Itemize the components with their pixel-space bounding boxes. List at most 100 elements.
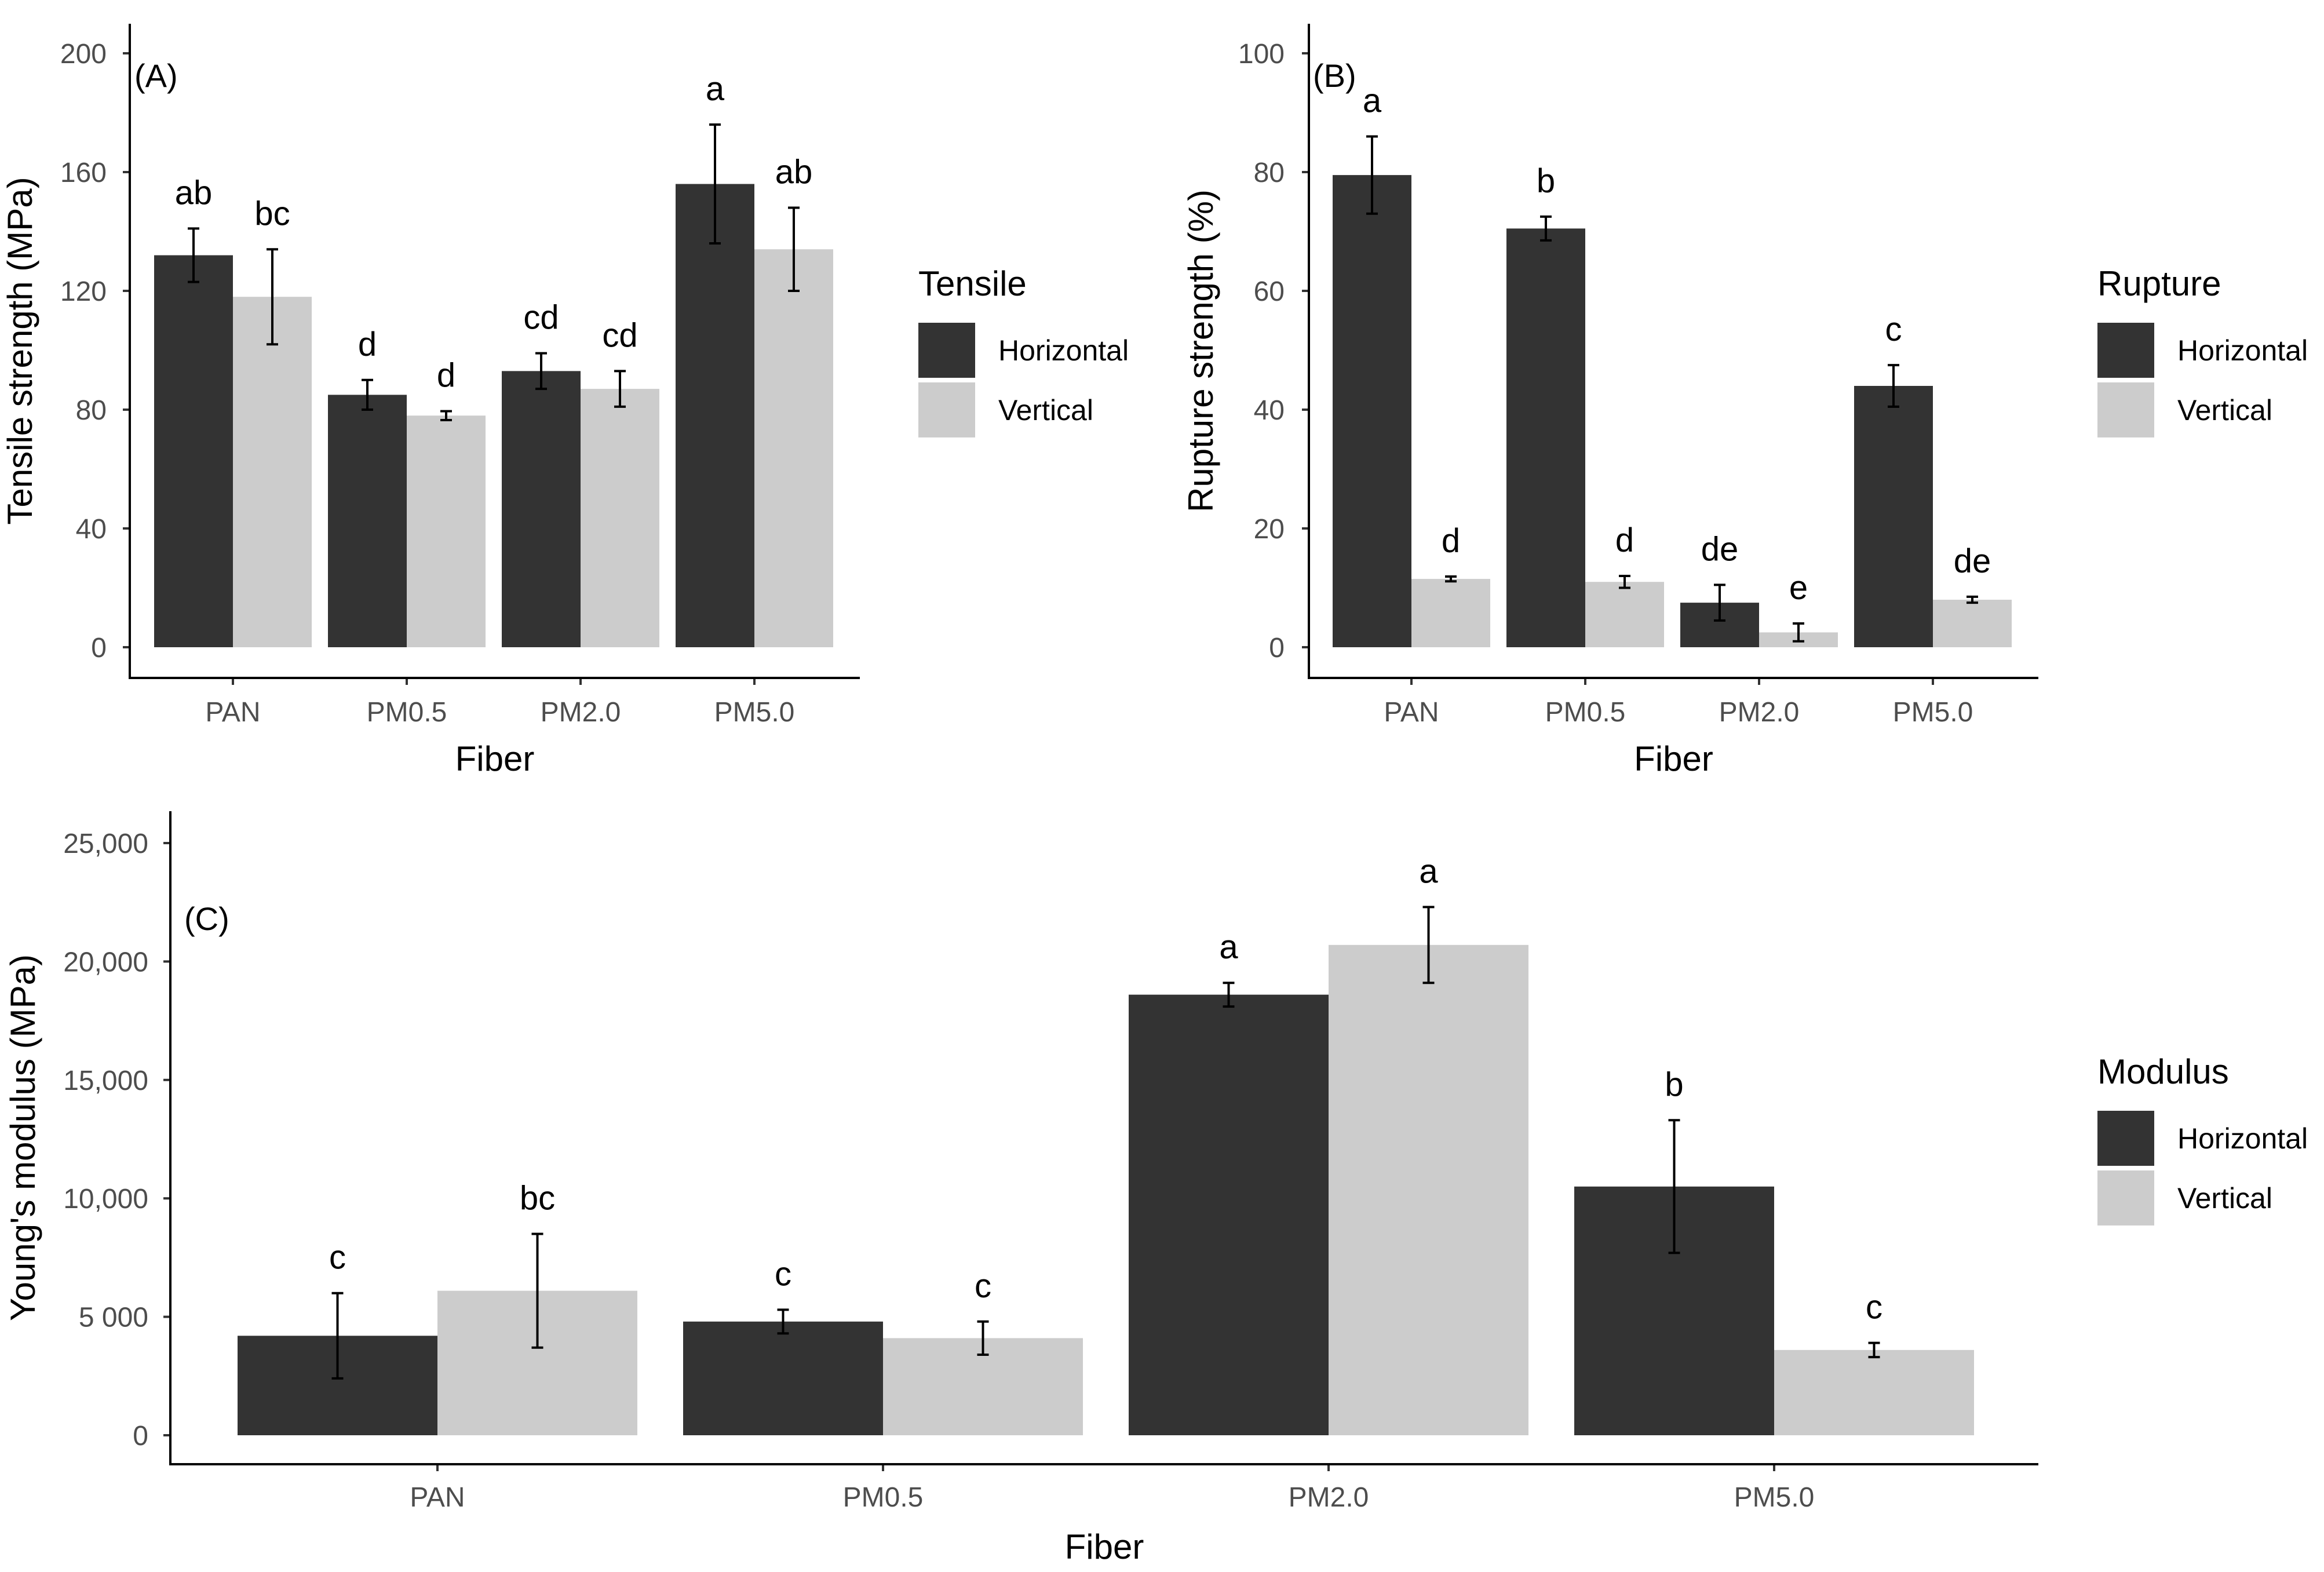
error-bar xyxy=(331,1292,344,1380)
bar-horizontal-pan xyxy=(154,255,233,647)
bar-horizontal-pm50 xyxy=(676,184,754,647)
x-axis-title: Fiber xyxy=(1065,1527,1144,1566)
error-bar xyxy=(1714,583,1725,622)
y-tick-label: 0 xyxy=(133,1421,148,1451)
y-axis-title: Rupture strength (%) xyxy=(1181,189,1220,512)
y-axis-title: Young's modulus (MPa) xyxy=(3,954,42,1321)
x-tick-label: PAN xyxy=(205,697,260,728)
x-tick-label: PM2.0 xyxy=(1289,1482,1369,1513)
bar-horizontal-pm20 xyxy=(1129,994,1329,1435)
error-bar xyxy=(1422,906,1435,984)
significance-letter: c xyxy=(775,1255,791,1293)
significance-letter: b xyxy=(1665,1066,1683,1103)
significance-letter: cd xyxy=(602,316,637,354)
significance-letter: c xyxy=(329,1239,346,1276)
y-tick-label: 40 xyxy=(76,514,107,545)
significance-letter: b xyxy=(1537,162,1555,200)
x-tick-label: PM0.5 xyxy=(843,1482,924,1513)
legend-label: Horizontal xyxy=(2177,334,2308,367)
bar-horizontal-pm05 xyxy=(683,1321,883,1435)
legend-label: Vertical xyxy=(998,394,1093,426)
legend-label: Vertical xyxy=(2177,394,2272,426)
error-bar xyxy=(531,1232,543,1349)
bar-horizontal-pm05 xyxy=(1506,228,1585,647)
bar-vertical-pan xyxy=(233,297,312,647)
significance-letter: a xyxy=(1419,852,1438,890)
y-tick-label: 40 xyxy=(1254,395,1285,426)
significance-letter: c xyxy=(975,1267,991,1305)
legend-title: Tensile xyxy=(918,264,1027,303)
y-tick-label: 0 xyxy=(1269,633,1285,663)
y-tick-label: 200 xyxy=(60,39,107,70)
significance-letter: d xyxy=(437,357,455,395)
y-tick-label: 100 xyxy=(1238,39,1285,70)
error-bar xyxy=(1668,1119,1680,1254)
significance-letter: d xyxy=(1615,521,1634,559)
significance-letter: bc xyxy=(254,195,290,232)
significance-letter: ab xyxy=(175,174,213,211)
bar-horizontal-pan xyxy=(1333,175,1411,647)
x-tick-label: PM2.0 xyxy=(541,697,621,728)
error-bar xyxy=(1223,982,1235,1008)
y-tick-label: 80 xyxy=(1254,158,1285,188)
y-tick-label: 20,000 xyxy=(63,947,148,978)
error-bar xyxy=(188,227,199,283)
error-bar xyxy=(1366,135,1378,215)
x-tick-label: PM0.5 xyxy=(1545,697,1626,728)
error-bar xyxy=(1793,622,1804,643)
bar-vertical-pm05 xyxy=(407,415,486,647)
significance-letter: c xyxy=(1866,1289,1882,1326)
error-bar xyxy=(709,123,721,245)
legend-key-horizontal xyxy=(2097,1111,2154,1166)
legend-key-horizontal xyxy=(918,323,975,378)
x-axis-title: Fiber xyxy=(455,739,535,778)
y-tick-label: 5 000 xyxy=(79,1303,148,1333)
significance-letter: a xyxy=(1219,928,1238,966)
chart-panel-1: 0 40 80 120 160 200 ab bc PAN d d PM0.5 cd cd PM2.0 a ab… xyxy=(1,24,1129,778)
significance-letter: a xyxy=(1363,82,1382,120)
bar-horizontal-pm05 xyxy=(328,395,407,647)
x-tick-label: PM0.5 xyxy=(367,697,447,728)
bar-vertical-pm20 xyxy=(1329,944,1528,1435)
bar-vertical-pm50 xyxy=(1933,600,2012,647)
legend: Rupture Horizontal Vertical xyxy=(2097,264,2308,437)
panel-tag: (C) xyxy=(184,900,229,937)
error-bar xyxy=(535,352,547,391)
significance-letter: d xyxy=(358,326,377,363)
significance-letter: de xyxy=(1701,530,1739,568)
bar-vertical-pm20 xyxy=(581,389,659,647)
x-axis-title: Fiber xyxy=(1634,739,1713,778)
x-tick-label: PAN xyxy=(410,1482,465,1513)
legend-label: Horizontal xyxy=(2177,1122,2308,1155)
legend-title: Modulus xyxy=(2097,1052,2229,1091)
error-bar xyxy=(1888,364,1899,408)
legend-label: Vertical xyxy=(2177,1182,2272,1214)
y-tick-label: 15,000 xyxy=(63,1066,148,1096)
legend-key-vertical xyxy=(2097,382,2154,437)
significance-letter: ab xyxy=(775,154,813,191)
legend-key-vertical xyxy=(918,382,975,437)
error-bar xyxy=(1540,215,1552,242)
legend: Modulus Horizontal Vertical xyxy=(2097,1052,2308,1225)
bar-horizontal-pm20 xyxy=(502,371,581,647)
error-bar xyxy=(777,1308,789,1335)
significance-letter: d xyxy=(1442,522,1460,560)
y-tick-label: 10,000 xyxy=(63,1184,148,1214)
x-tick-label: PM5.0 xyxy=(714,697,795,728)
y-axis-title: Tensile strength (MPa) xyxy=(1,177,39,524)
legend: Tensile Horizontal Vertical xyxy=(918,264,1129,437)
legend-label: Horizontal xyxy=(998,334,1129,367)
error-bar xyxy=(977,1320,989,1356)
bar-vertical-pan xyxy=(1411,579,1490,647)
legend-title: Rupture xyxy=(2097,264,2221,303)
legend-key-vertical xyxy=(2097,1170,2154,1225)
error-bar xyxy=(440,410,452,421)
y-tick-label: 25,000 xyxy=(63,829,148,859)
bar-vertical-pm50 xyxy=(1774,1349,1974,1435)
y-tick-label: 60 xyxy=(1254,276,1285,307)
error-bar xyxy=(788,206,800,292)
legend-key-horizontal xyxy=(2097,323,2154,378)
x-tick-label: PM5.0 xyxy=(1734,1482,1815,1513)
panel-tag: (A) xyxy=(134,57,178,94)
significance-letter: e xyxy=(1789,569,1808,607)
